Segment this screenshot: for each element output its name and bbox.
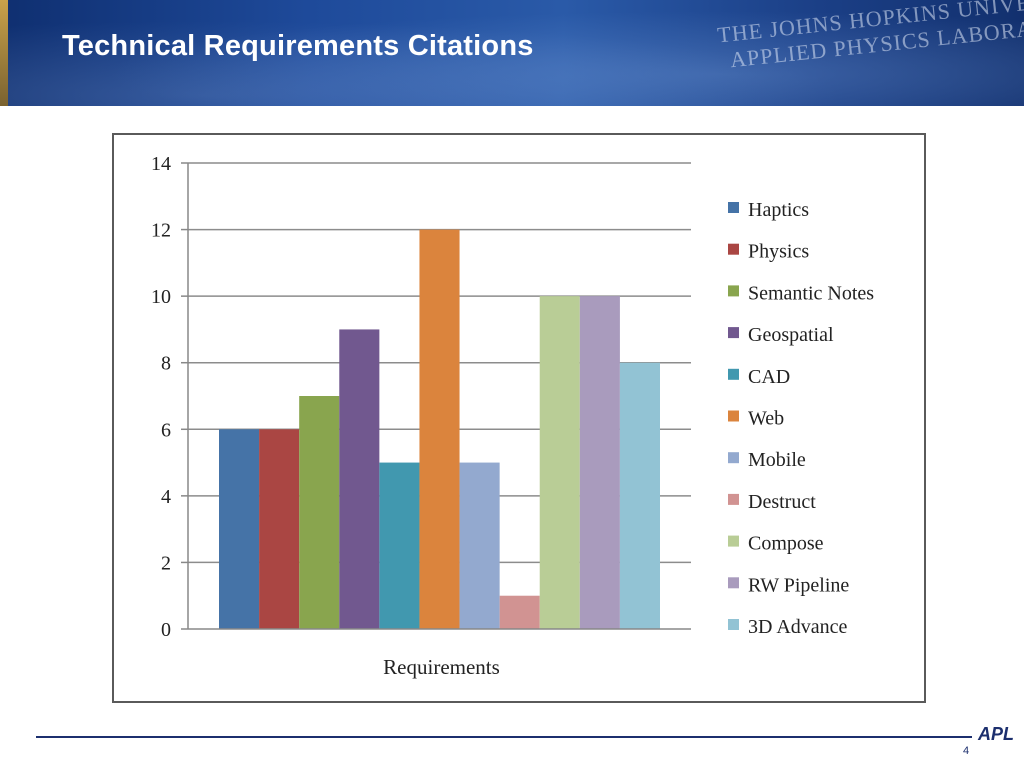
x-axis-label: Requirements bbox=[383, 655, 500, 679]
legend-swatch bbox=[728, 368, 739, 380]
y-tick-label: 6 bbox=[161, 419, 171, 441]
footer-divider bbox=[36, 736, 972, 738]
bar-web bbox=[419, 229, 460, 630]
legend-swatch bbox=[728, 243, 739, 255]
legend-label: Mobile bbox=[748, 449, 806, 471]
legend-label: Haptics bbox=[748, 199, 809, 221]
y-axis-ticks: 0 2 4 6 8 10 12 14 bbox=[151, 153, 188, 641]
bar-physics bbox=[259, 429, 300, 629]
legend-swatch bbox=[728, 327, 739, 339]
legend-label: 3D Advance bbox=[748, 616, 848, 638]
bar-3d-advance bbox=[619, 362, 660, 629]
chart-frame: 0 2 4 6 8 10 12 14 Requirements Haptics Physics S… bbox=[112, 133, 926, 703]
legend-label: Web bbox=[748, 408, 784, 430]
bar-compose bbox=[539, 296, 580, 629]
banner-accent-strip bbox=[0, 0, 8, 106]
bars bbox=[219, 229, 660, 630]
legend-swatch bbox=[728, 410, 739, 422]
legend-swatch bbox=[728, 452, 739, 464]
legend-swatch bbox=[728, 577, 739, 589]
legend-label: Physics bbox=[748, 241, 809, 263]
bar-haptics bbox=[219, 429, 260, 629]
bar-semantic-notes bbox=[299, 396, 340, 629]
legend-label: CAD bbox=[748, 366, 790, 388]
bar-mobile bbox=[459, 462, 500, 629]
apl-logo: APL bbox=[978, 724, 1014, 744]
header-banner: THE JOHNS HOPKINS UNIVE APPLIED PHYSICS … bbox=[0, 0, 1024, 106]
y-tick-label: 12 bbox=[151, 220, 171, 242]
page-number: 4 bbox=[963, 745, 970, 757]
y-tick-label: 0 bbox=[161, 619, 171, 641]
legend-swatch bbox=[728, 285, 739, 297]
legend-label: Semantic Notes bbox=[748, 282, 874, 304]
legend-label: RW Pipeline bbox=[748, 574, 849, 596]
legend-swatch bbox=[728, 535, 739, 547]
legend-swatch bbox=[728, 619, 739, 630]
y-tick-label: 8 bbox=[161, 353, 171, 375]
legend-label: Geospatial bbox=[748, 324, 834, 346]
bar-rw-pipeline bbox=[579, 296, 620, 629]
legend-swatch bbox=[728, 202, 739, 213]
y-tick-label: 2 bbox=[161, 552, 171, 574]
y-tick-label: 10 bbox=[151, 286, 171, 308]
bar-geospatial bbox=[339, 329, 380, 629]
bar-chart: 0 2 4 6 8 10 12 14 Requirements Haptics Physics S… bbox=[151, 153, 874, 679]
legend-swatch bbox=[728, 493, 739, 505]
legend: Haptics Physics Semantic Notes Geospatial CA… bbox=[728, 199, 874, 638]
banner-texture bbox=[0, 0, 1024, 106]
y-tick-label: 4 bbox=[161, 486, 171, 508]
slide-title: Technical Requirements Citations bbox=[62, 30, 534, 62]
legend-label: Compose bbox=[748, 533, 824, 555]
bar-cad bbox=[379, 462, 420, 629]
y-tick-label: 14 bbox=[151, 153, 171, 175]
bar-destruct bbox=[499, 595, 540, 629]
legend-label: Destruct bbox=[748, 491, 816, 513]
